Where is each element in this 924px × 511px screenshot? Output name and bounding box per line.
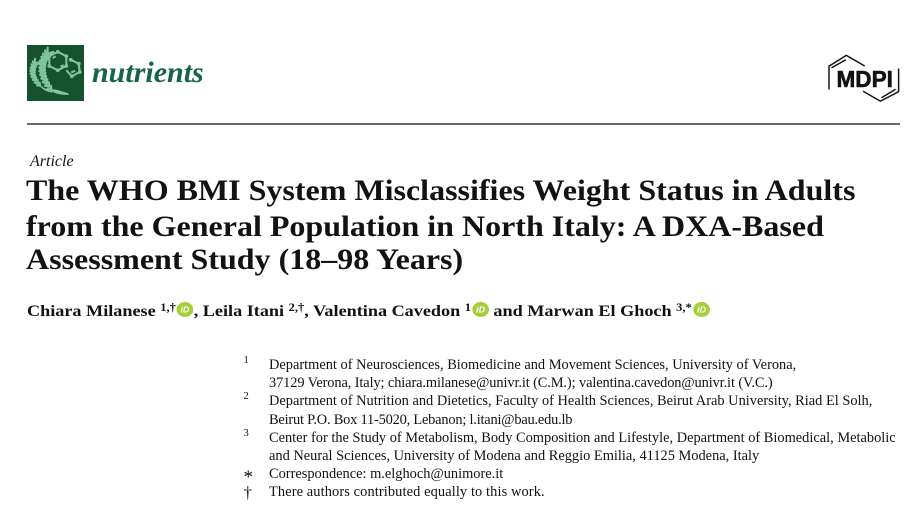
svg-text:MDPI: MDPI: [837, 66, 893, 92]
svg-text:iD: iD: [476, 305, 485, 314]
svg-text:iD: iD: [697, 305, 706, 314]
svg-text:iD: iD: [181, 305, 190, 314]
